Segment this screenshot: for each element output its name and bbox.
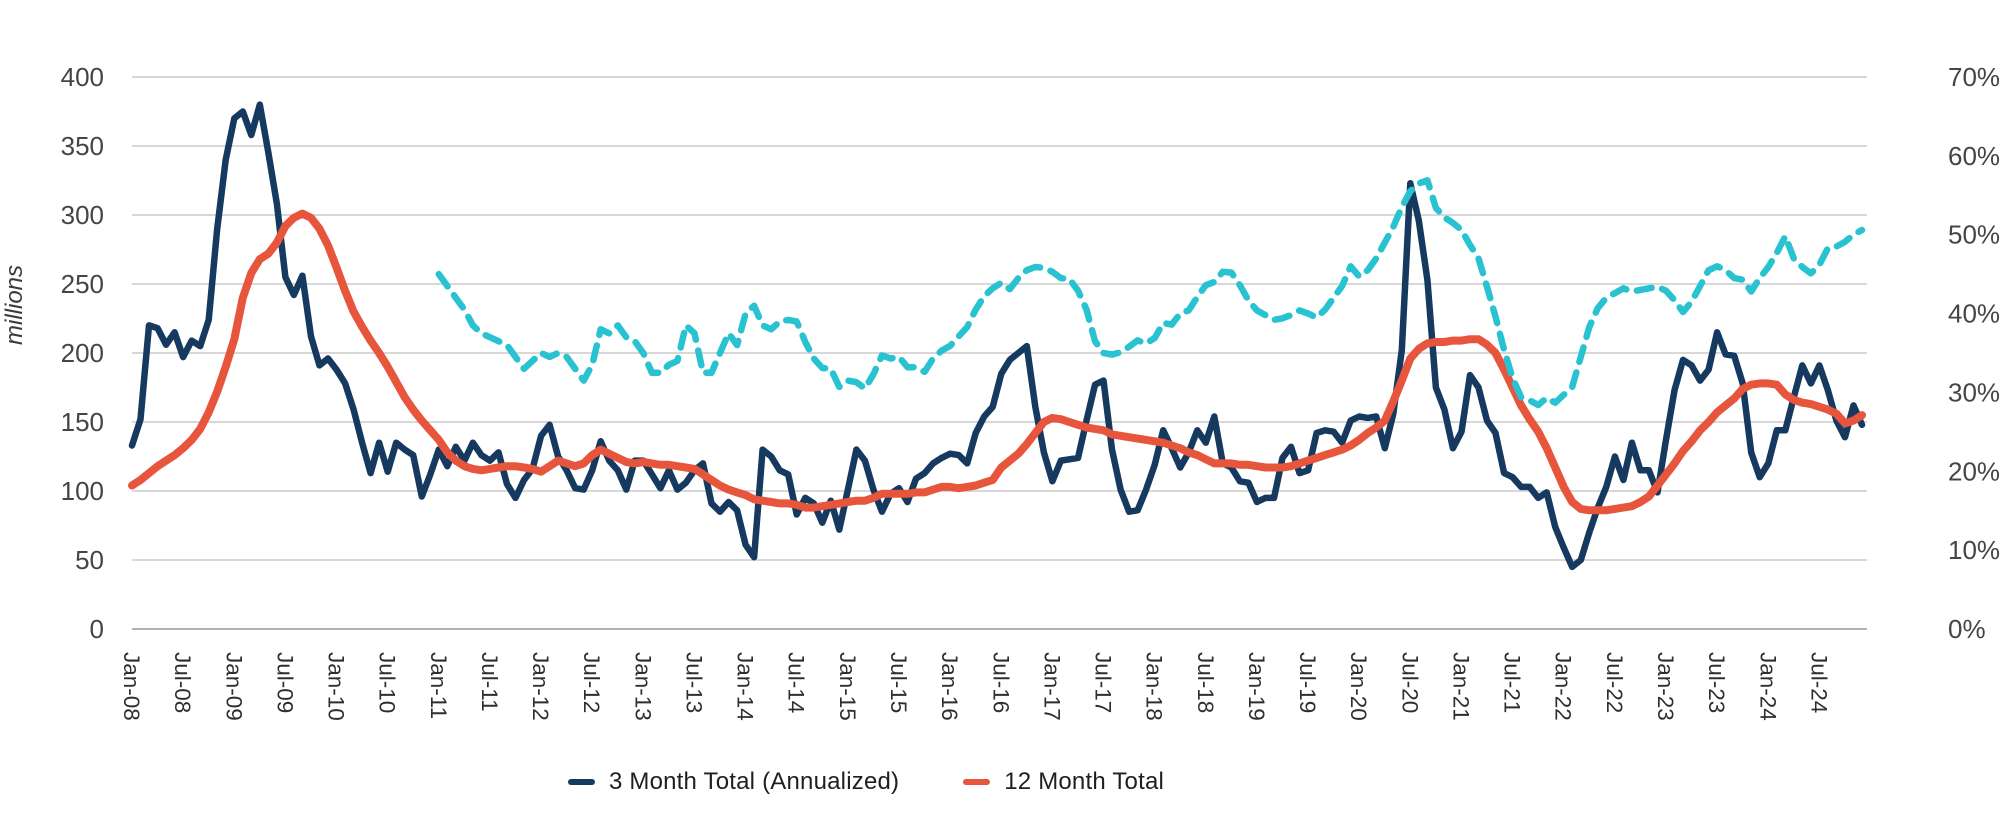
x-axis-tick-label: Jul-16 [988,652,1013,713]
x-axis-tick-label: Jan-15 [835,652,860,721]
right-axis-tick-label: 60% [1948,141,2000,171]
right-axis-tick-label: 30% [1948,377,2000,407]
right-axis-tick-label: 50% [1948,220,2000,250]
x-axis-tick-label: Jul-15 [886,652,911,713]
x-axis-tick-label: Jan-08 [119,652,144,721]
right-axis-tick-label: 0% [1948,614,1986,644]
x-axis-tick-label: Jul-13 [681,652,706,713]
legend: 3 Month Total (Annualized) 12 Month Tota… [567,768,1164,796]
x-axis-tick-label: Jan-23 [1653,652,1678,721]
x-axis-tick-label: Jan-11 [426,652,451,719]
x-axis-tick-label: Jul-14 [784,652,809,713]
x-axis-tick-label: Jul-12 [579,652,604,713]
series-line-12-month-total [128,209,1866,515]
x-axis-tick-label: Jul-22 [1602,652,1627,713]
right-axis-tick-label: 40% [1948,299,2000,329]
x-axis-tick-label: Jan-24 [1755,652,1780,721]
left-axis-tick-label: 0 [90,614,104,644]
left-axis-tick-label: 150 [61,407,104,437]
x-axis-tick-label: Jan-13 [630,652,655,721]
x-axis-tick-label: Jul-21 [1500,652,1525,713]
legend-item-12-month-total: 12 Month Total [963,768,1164,796]
x-axis-tick-label: Jan-20 [1346,652,1371,721]
left-axis-tick-label: 250 [61,269,104,299]
right-axis-tick-label: 70% [1948,62,2000,92]
legend-label-3-month-total: 3 Month Total (Annualized) [608,768,900,795]
left-axis-tick-label: 200 [61,338,104,368]
legend-swatch-12-month-total-icon [963,779,991,785]
left-axis-tick-label: 50 [75,545,104,575]
x-axis-tick-label: Jan-22 [1551,652,1576,721]
x-axis-tick-label: Jul-19 [1295,652,1320,713]
x-axis-tick-label: Jan-19 [1244,652,1269,721]
series-line-dashed-right-axis [435,177,1866,409]
left-axis-title: millions [1,265,28,345]
x-axis-tick-label: Jan-09 [221,652,246,721]
left-axis-tick-label: 100 [61,476,104,506]
x-axis-tick-label: Jul-17 [1091,652,1116,713]
x-axis-tick-label: Jul-23 [1704,652,1729,713]
x-axis-tick-label: Jul-10 [375,652,400,713]
x-axis-tick-label: Jul-24 [1806,652,1831,713]
x-axis-tick-label: Jul-09 [272,652,297,713]
x-axis-tick-label: Jul-08 [170,652,195,713]
left-axis-tick-label: 350 [61,131,104,161]
x-axis-tick-label: Jan-21 [1448,652,1473,721]
legend-item-3-month-total: 3 Month Total (Annualized) [567,768,900,796]
left-axis-tick-label: 300 [61,200,104,230]
legend-label-12-month-total: 12 Month Total [1004,768,1165,795]
x-axis-tick-label: Jul-18 [1193,652,1218,713]
right-axis-tick-label: 20% [1948,456,2000,486]
x-axis-tick-label: Jan-18 [1142,652,1167,721]
legend-swatch-3-month-total-icon [567,779,595,785]
right-axis-tick-label: 10% [1948,535,2000,565]
x-axis-tick-label: Jul-11 [477,652,502,712]
left-axis-tick-label: 400 [61,62,104,92]
x-axis-tick-label: Jan-10 [324,652,349,721]
x-axis-tick-label: Jan-17 [1039,652,1064,721]
x-axis-tick-label: Jul-20 [1397,652,1422,713]
x-axis-tick-label: Jan-16 [937,652,962,721]
series-line-3-month-total [128,101,1866,571]
x-axis-tick-label: Jan-12 [528,652,553,721]
x-axis-tick-label: Jan-14 [733,652,758,721]
